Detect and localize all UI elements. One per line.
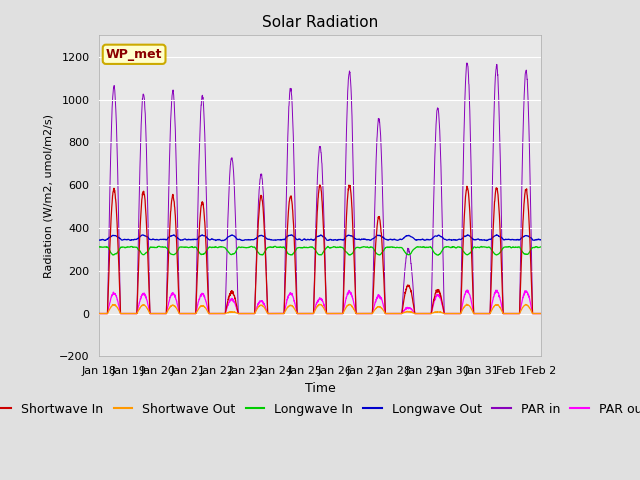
- Legend: Shortwave In, Shortwave Out, Longwave In, Longwave Out, PAR in, PAR out: Shortwave In, Shortwave Out, Longwave In…: [0, 398, 640, 420]
- Text: WP_met: WP_met: [106, 48, 163, 61]
- X-axis label: Time: Time: [305, 382, 335, 395]
- Y-axis label: Radiation (W/m2, umol/m2/s): Radiation (W/m2, umol/m2/s): [44, 114, 54, 278]
- Title: Solar Radiation: Solar Radiation: [262, 15, 378, 30]
